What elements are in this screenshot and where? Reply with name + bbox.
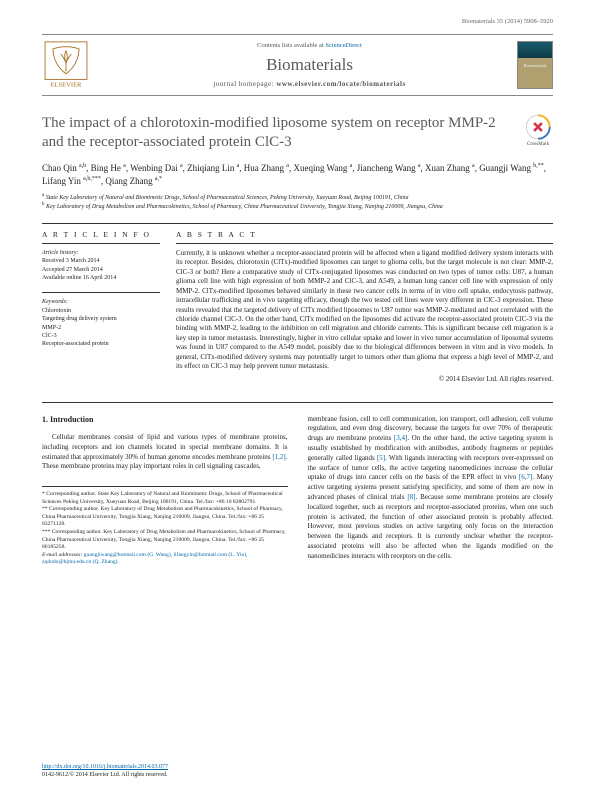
keywords-list: ChlorotoxinTargeting drug delivery syste… <box>42 307 160 349</box>
article-title: The impact of a chlorotoxin-modified lip… <box>42 114 507 152</box>
accepted-date: Accepted 27 March 2014 <box>42 266 160 274</box>
corr-1: * Corresponding author. State Key Labora… <box>42 491 288 506</box>
journal-cover-thumbnail: Biomaterials <box>517 41 553 89</box>
corr-emails: E-mail addresses: guangjiwang@hotmail.co… <box>42 552 288 567</box>
article-title-area: The impact of a chlorotoxin-modified lip… <box>42 114 553 152</box>
online-date: Available online 16 April 2014 <box>42 274 160 282</box>
issn-line: 0142-9612/© 2014 Elsevier Ltd. All right… <box>42 772 553 780</box>
crossmark-icon <box>525 114 551 140</box>
corresponding-footnotes: * Corresponding author. State Key Labora… <box>42 486 288 566</box>
journal-homepage: journal homepage: www.elsevier.com/locat… <box>102 80 517 89</box>
page-footer: http://dx.doi.org/10.1016/j.biomaterials… <box>42 764 553 780</box>
header-citation: Biomaterials 35 (2014) 5908–5920 <box>462 18 553 26</box>
abstract-head: A B S T R A C T <box>176 230 553 244</box>
journal-center: Contents lists available at ScienceDirec… <box>102 42 517 90</box>
column-right: membrane fusion, cell to cell communicat… <box>308 415 554 567</box>
info-abstract-row: A R T I C L E I N F O Article history: R… <box>42 223 553 384</box>
journal-bar: ELSEVIER Contents lists available at Sci… <box>42 34 553 96</box>
crossmark-label: CrossMark <box>523 142 553 149</box>
abstract-copyright: © 2014 Elsevier Ltd. All rights reserved… <box>176 375 553 384</box>
corr-2: ** Corresponding author. Key Laboratory … <box>42 506 288 529</box>
contents-list-line: Contents lists available at ScienceDirec… <box>102 42 517 50</box>
affiliations: a State Key Laboratory of Natural and Bi… <box>42 193 553 211</box>
abstract: A B S T R A C T Currently, it is unknown… <box>176 224 553 384</box>
article-info-head: A R T I C L E I N F O <box>42 230 160 244</box>
abstract-text: Currently, it is unknown whether a recep… <box>176 249 553 372</box>
journal-name: Biomaterials <box>102 54 517 76</box>
column-left: 1. Introduction Cellular membranes consi… <box>42 415 288 567</box>
authors-list: Chao Qin a,b, Bing He a, Wenbing Dai a, … <box>42 162 553 189</box>
intro-para-2: membrane fusion, cell to cell communicat… <box>308 415 554 562</box>
body-columns: 1. Introduction Cellular membranes consi… <box>42 402 553 567</box>
doi-link[interactable]: http://dx.doi.org/10.1016/j.biomaterials… <box>42 764 168 770</box>
crossmark-badge[interactable]: CrossMark <box>523 114 553 149</box>
sciencedirect-link[interactable]: ScienceDirect <box>325 42 361 49</box>
keywords-label: Keywords: <box>42 298 160 306</box>
intro-para-1: Cellular membranes consist of lipid and … <box>42 433 288 472</box>
elsevier-logo-icon: ELSEVIER <box>42 41 90 89</box>
intro-head: 1. Introduction <box>42 415 288 425</box>
page-header: Biomaterials 35 (2014) 5908–5920 <box>0 0 595 26</box>
received-date: Received 3 March 2014 <box>42 257 160 265</box>
article-info: A R T I C L E I N F O Article history: R… <box>42 224 160 384</box>
svg-text:ELSEVIER: ELSEVIER <box>51 82 82 89</box>
corr-3: *** Corresponding author. Key Laboratory… <box>42 529 288 552</box>
history-label: Article history: <box>42 249 160 257</box>
